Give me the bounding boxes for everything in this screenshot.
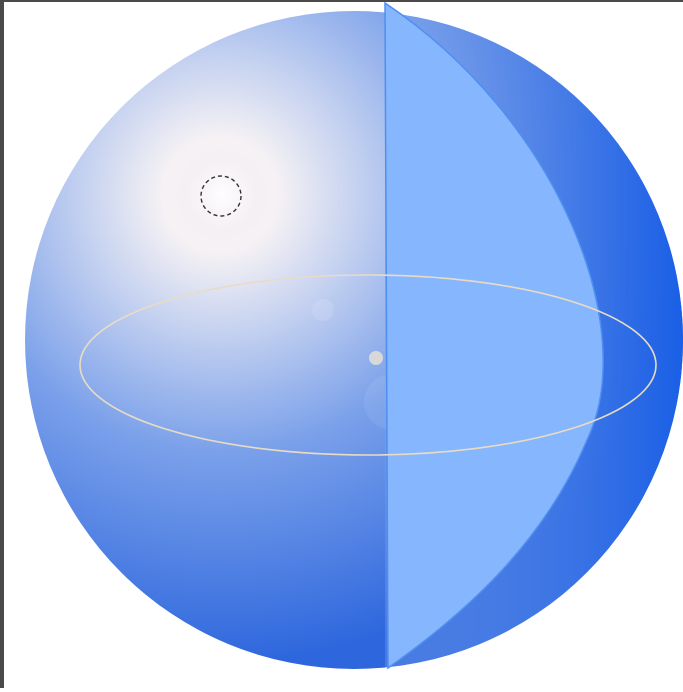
center-point <box>369 351 383 365</box>
sun-marker <box>200 175 242 217</box>
sun-glow <box>162 135 282 255</box>
frame-edge-left <box>0 0 4 688</box>
equator-ellipse <box>79 274 657 456</box>
frame-edge-top <box>0 0 683 2</box>
lens-flare <box>312 299 334 321</box>
meridian-wedge <box>384 1 604 670</box>
